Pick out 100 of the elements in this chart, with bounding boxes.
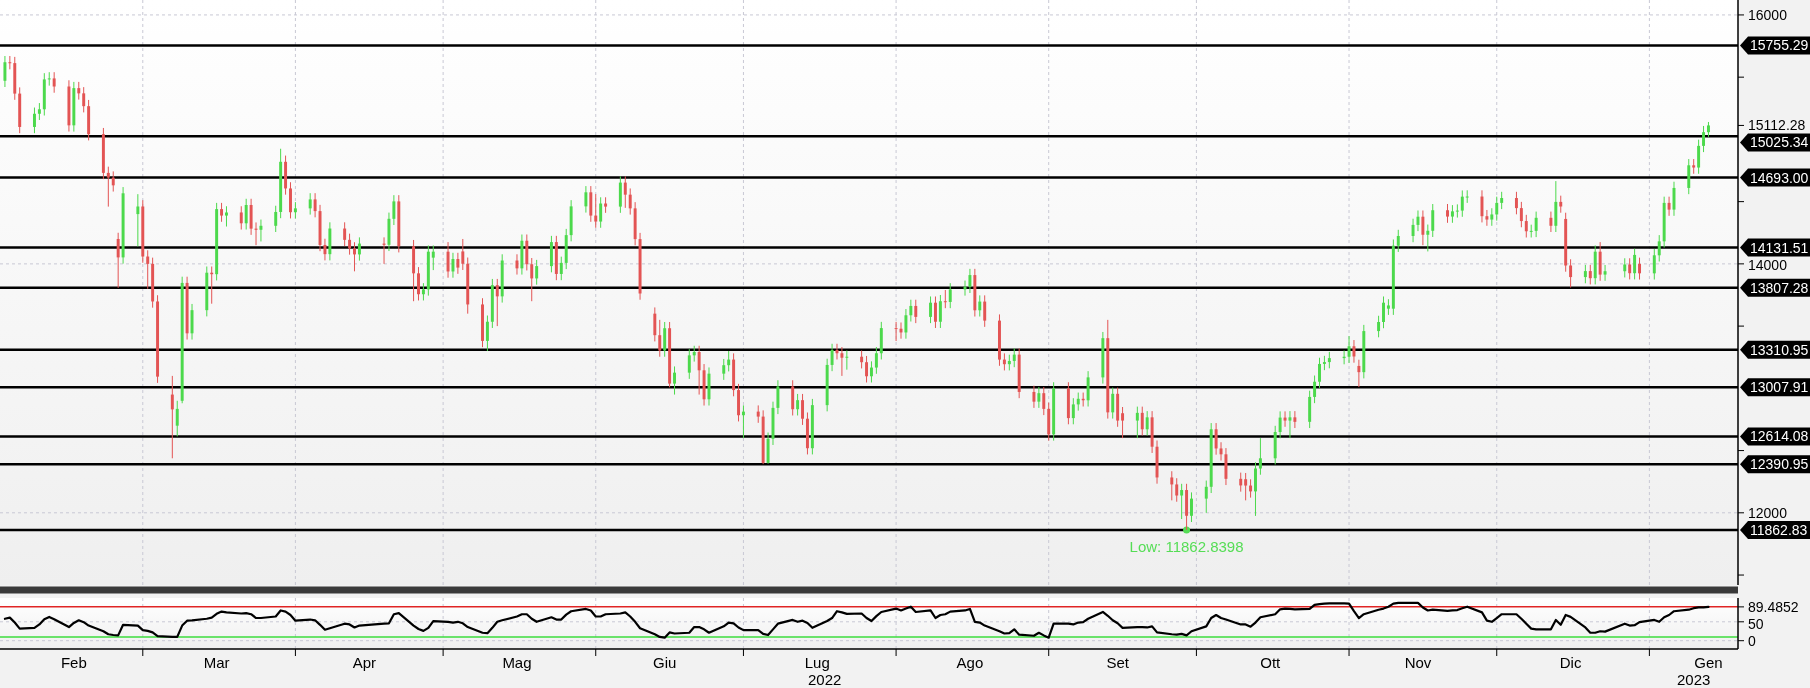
candlestick <box>1460 189 1464 218</box>
candlestick <box>47 71 51 87</box>
candlestick <box>1495 196 1499 222</box>
candlestick <box>1702 125 1706 153</box>
candlestick <box>52 71 56 94</box>
candlestick <box>1431 203 1435 238</box>
candlestick <box>869 360 873 383</box>
text: 2023 <box>1677 671 1711 688</box>
candlestick <box>845 350 849 371</box>
candlestick <box>1396 229 1400 253</box>
candlestick <box>697 345 701 396</box>
ref-line-label: 11862.83 <box>1750 521 1808 538</box>
candlestick <box>1549 211 1553 233</box>
candlestick <box>446 241 450 279</box>
candlestick <box>1524 214 1528 238</box>
x-tick-label: Feb <box>60 654 87 671</box>
candlestick <box>1623 257 1627 278</box>
candlestick <box>1288 410 1292 439</box>
candlestick <box>530 257 534 302</box>
candlestick <box>943 289 947 309</box>
candlestick <box>1667 196 1671 217</box>
candlestick <box>1583 264 1587 284</box>
candlestick <box>8 55 12 70</box>
candlestick <box>948 282 952 309</box>
candlestick <box>1652 248 1656 281</box>
candlestick <box>1293 410 1297 429</box>
candlestick <box>274 205 278 233</box>
ref-line-label: 12390.95 <box>1750 456 1809 473</box>
candlestick <box>1219 441 1223 462</box>
candlestick <box>1135 406 1139 439</box>
candlestick <box>1283 410 1287 428</box>
candlestick <box>1244 472 1248 501</box>
candlestick <box>1032 385 1036 409</box>
candlestick <box>1071 397 1075 425</box>
candlestick <box>495 278 499 327</box>
candlestick <box>343 221 347 247</box>
candlestick <box>1214 422 1218 456</box>
candlestick <box>1239 472 1243 493</box>
candlestick <box>1534 211 1538 238</box>
candlestick <box>1455 203 1459 219</box>
x-tick-label: Lug <box>804 654 830 671</box>
candlestick <box>801 393 805 426</box>
candlestick <box>175 400 179 437</box>
candlestick <box>653 306 657 342</box>
candlestick <box>1598 241 1602 282</box>
candlestick <box>456 252 460 275</box>
candlestick <box>244 198 248 231</box>
candlestick <box>589 185 593 223</box>
x-tick-label: Apr <box>352 654 377 671</box>
candlestick <box>249 198 253 236</box>
candlestick <box>933 295 937 329</box>
candlestick <box>1170 470 1174 501</box>
candlestick <box>515 253 519 276</box>
candlestick <box>1111 387 1115 420</box>
ref-line-label: 13807.28 <box>1750 279 1809 296</box>
ref-line-label: 14693.00 <box>1750 169 1809 186</box>
candlestick <box>353 241 356 272</box>
candlestick <box>239 205 243 231</box>
candlestick <box>535 259 539 286</box>
x-tick-label: Mar <box>203 654 230 671</box>
candlestick <box>32 107 36 134</box>
y-tick-label: 89.4852 <box>1748 598 1799 615</box>
candlestick <box>1569 258 1573 289</box>
candlestick <box>1318 357 1321 389</box>
candlestick <box>1416 209 1420 232</box>
candlestick <box>1347 335 1351 364</box>
candlestick <box>722 358 726 381</box>
candlestick <box>1633 248 1637 280</box>
candlestick <box>1180 483 1184 520</box>
candlestick <box>1012 347 1016 368</box>
candlestick <box>1554 180 1558 233</box>
candlestick <box>259 219 263 242</box>
candlestick <box>289 181 292 219</box>
x-tick-label: Dic <box>1559 654 1582 671</box>
candlestick <box>1382 295 1385 329</box>
candlestick <box>220 202 224 223</box>
candlestick <box>1638 257 1641 281</box>
candlestick <box>323 238 327 261</box>
candlestick <box>1278 410 1282 439</box>
candlestick <box>628 187 632 216</box>
candlestick <box>431 244 435 271</box>
ref-line-label: 15025.34 <box>1750 134 1809 151</box>
candlestick <box>111 170 115 193</box>
candlestick <box>1588 264 1592 285</box>
line-series <box>3 601 1710 639</box>
candlestick <box>1140 406 1144 437</box>
candlestick <box>584 185 588 214</box>
x-tick-label: Gen <box>1694 654 1723 671</box>
candlestick <box>417 266 420 301</box>
candlestick <box>830 343 834 372</box>
candlestick <box>594 193 598 229</box>
y-tick-label: 14000 <box>1748 256 1788 273</box>
candlestick <box>1190 491 1193 523</box>
candlestick <box>968 268 972 294</box>
candlestick <box>658 319 662 358</box>
candlestick <box>978 294 982 318</box>
x-tick-label: Nov <box>1404 654 1432 671</box>
candlestick <box>308 192 312 216</box>
candlestick <box>485 315 489 352</box>
candlestick <box>1204 480 1208 514</box>
